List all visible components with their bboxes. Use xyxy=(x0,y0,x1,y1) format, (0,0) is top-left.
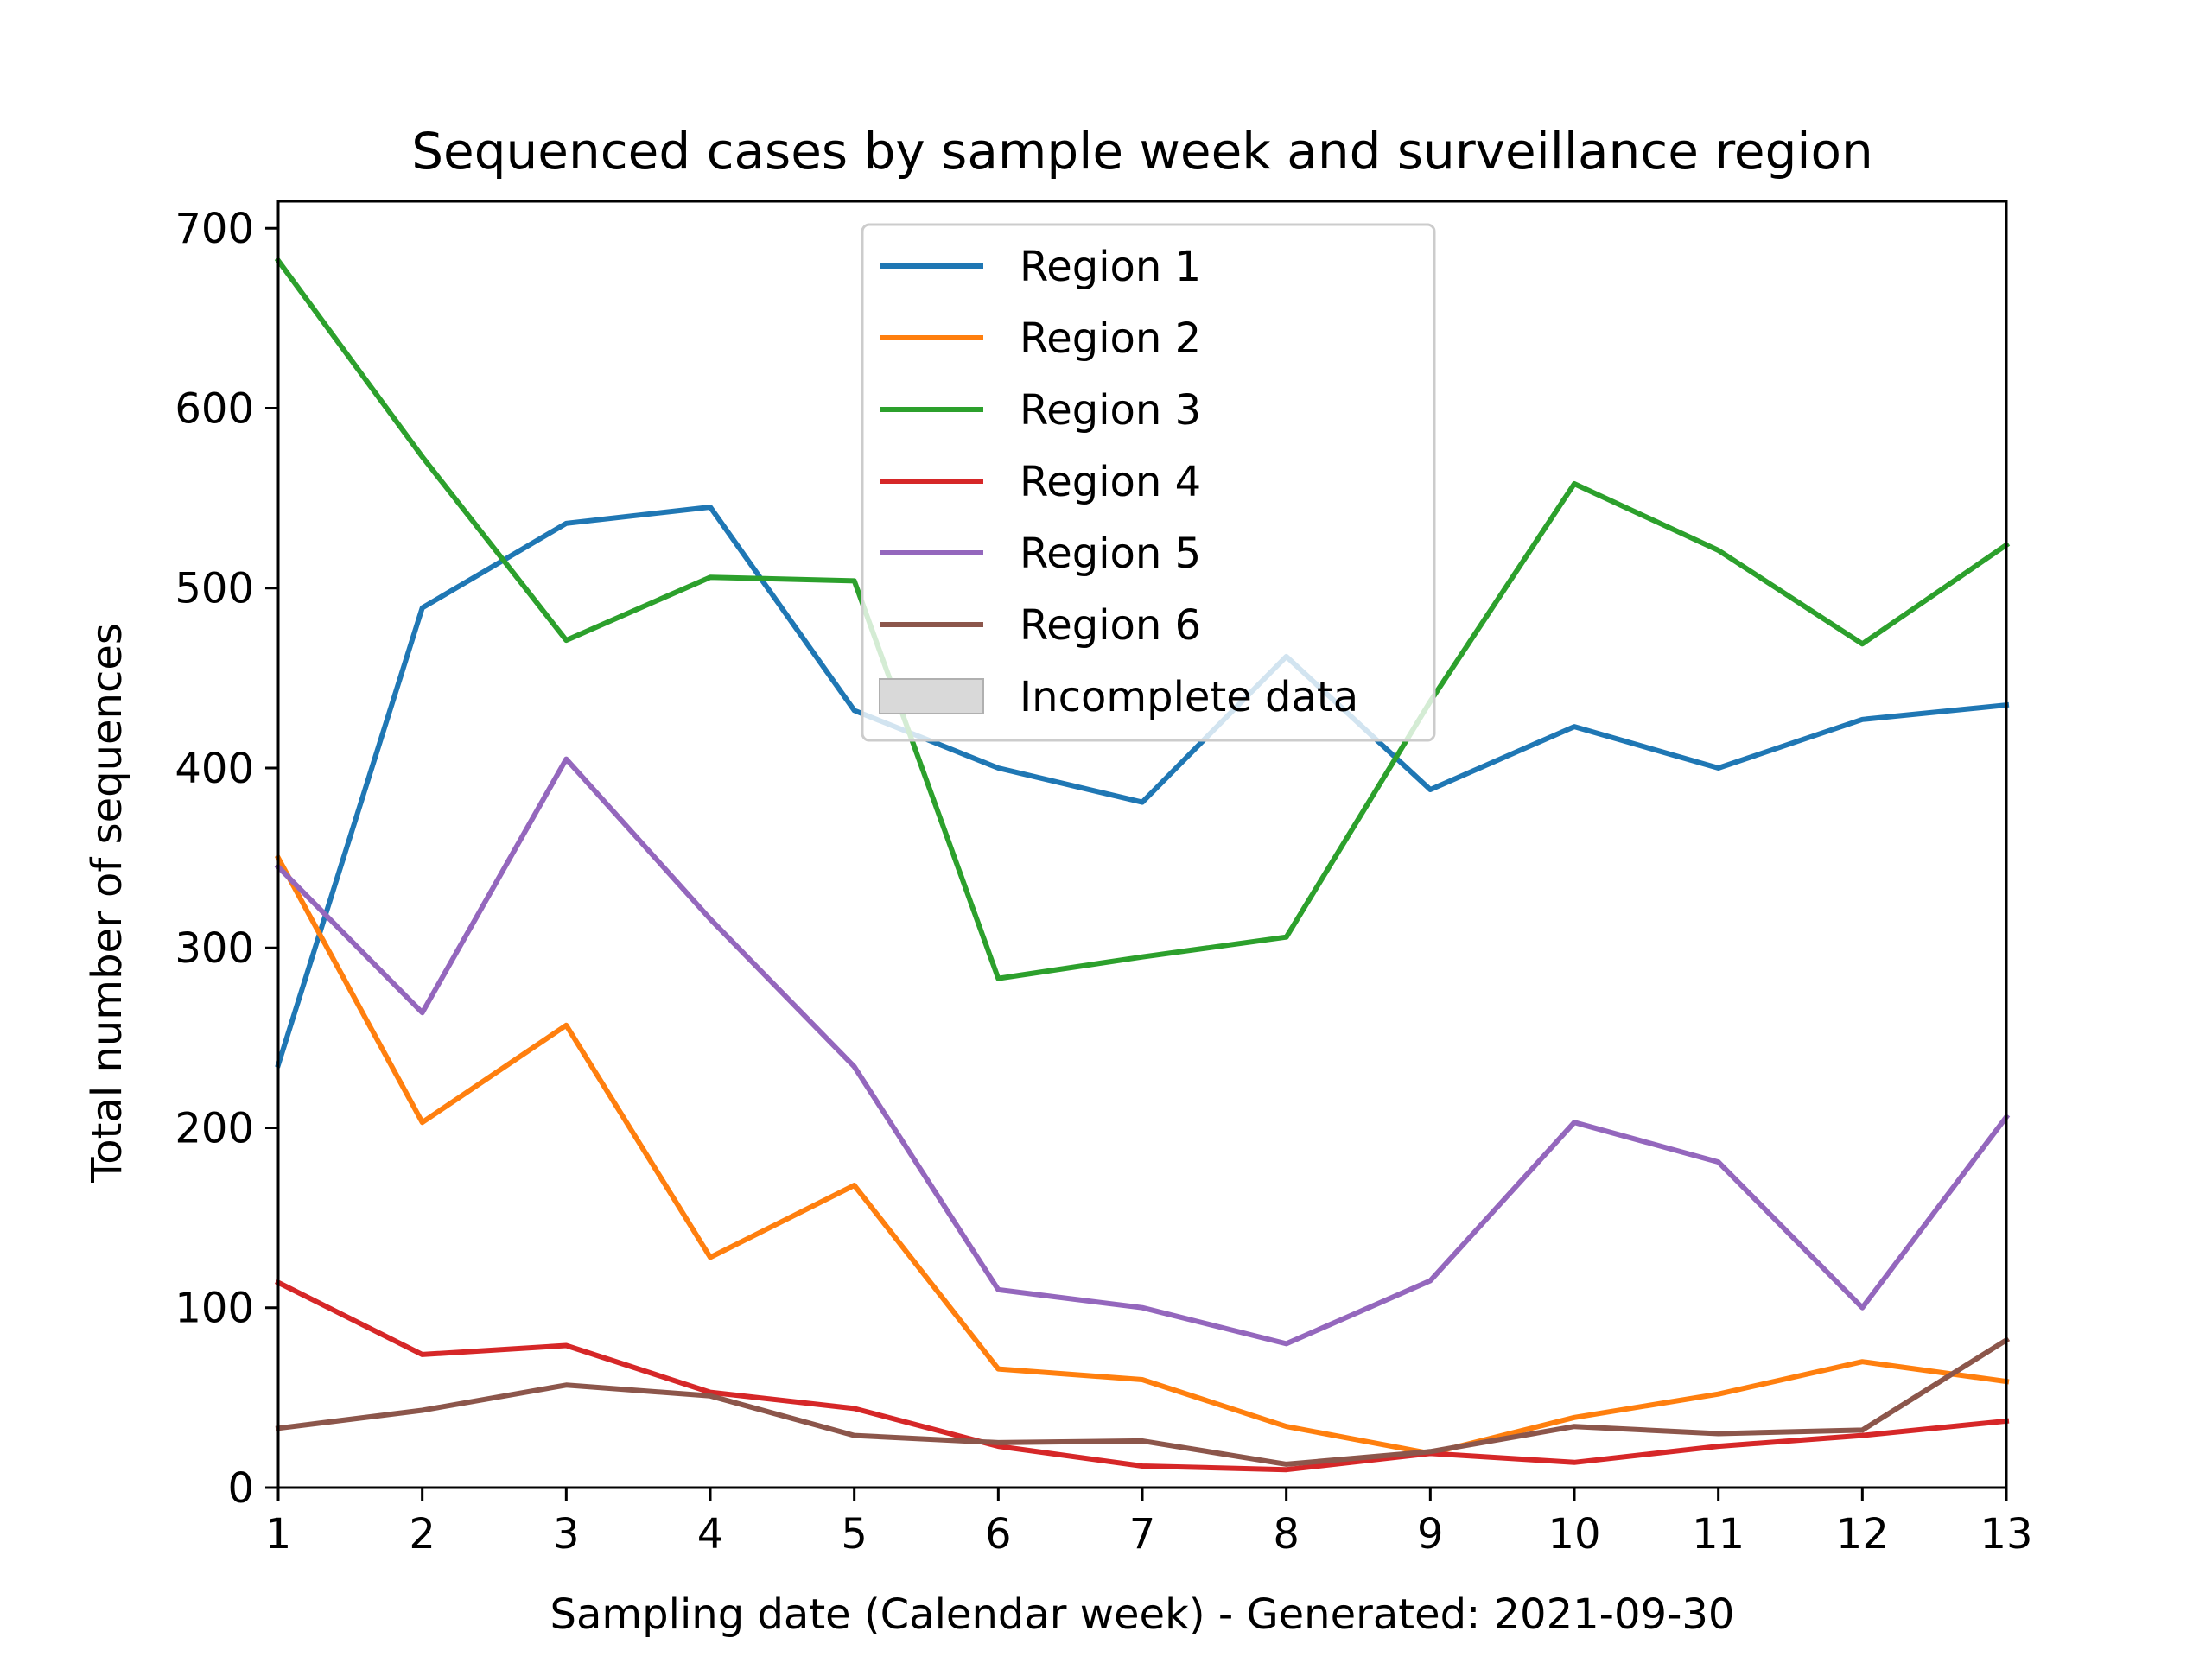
y-axis: 0 100 200 300 400 500 600 700 xyxy=(175,205,278,1513)
legend-label-region-3: Region 3 xyxy=(1020,386,1201,435)
x-tick-label: 1 xyxy=(265,1510,292,1558)
y-tick-label: 700 xyxy=(175,205,254,253)
legend-label-region-1: Region 1 xyxy=(1020,243,1201,291)
y-tick-label: 0 xyxy=(227,1464,254,1513)
x-tick-label: 4 xyxy=(697,1510,724,1558)
x-tick-label: 5 xyxy=(841,1510,868,1558)
x-tick-label: 6 xyxy=(985,1510,1012,1558)
series-line-region-1 xyxy=(275,505,2010,1069)
legend-label-incomplete-data: Incomplete data xyxy=(1020,673,1358,721)
y-tick-label: 100 xyxy=(175,1285,254,1333)
series-line-region-4 xyxy=(274,1279,2010,1473)
x-tick-label: 11 xyxy=(1692,1510,1745,1558)
series-line-region-5 xyxy=(274,756,2011,1347)
series-line-region-3 xyxy=(274,257,2011,981)
legend-label-region-4: Region 4 xyxy=(1020,458,1201,506)
y-tick-label: 200 xyxy=(175,1104,254,1152)
y-tick-label: 400 xyxy=(175,745,254,793)
legend: Region 1 Region 2 Region 3 Region 4 Region 5… xyxy=(861,223,1436,742)
series-line-region-2 xyxy=(274,854,2010,1457)
x-axis-label: Sampling date (Calendar week) - Generate… xyxy=(550,1590,1735,1639)
x-tick-label: 12 xyxy=(1836,1510,1889,1558)
series-line-region-6 xyxy=(275,1336,2011,1467)
y-tick-label: 500 xyxy=(175,565,254,613)
legend-label-region-6: Region 6 xyxy=(1020,601,1201,650)
x-axis: 1 2 3 4 5 6 7 8 9 10 11 12 13 xyxy=(265,1488,2033,1558)
x-tick-label: 13 xyxy=(1980,1510,2032,1558)
plot-area xyxy=(274,200,2011,1489)
x-tick-label: 8 xyxy=(1273,1510,1300,1558)
x-tick-label: 3 xyxy=(553,1510,580,1558)
legend-label-region-2: Region 2 xyxy=(1020,314,1201,363)
x-tick-label: 10 xyxy=(1548,1510,1600,1558)
x-tick-label: 9 xyxy=(1417,1510,1444,1558)
chart-title: Sequenced cases by sample week and surve… xyxy=(411,122,1873,181)
x-tick-label: 2 xyxy=(409,1510,435,1558)
y-axis-label: Total number of sequences xyxy=(83,623,131,1184)
y-tick-label: 300 xyxy=(175,924,254,973)
y-tick-label: 600 xyxy=(175,384,254,433)
legend-box xyxy=(861,223,1436,742)
legend-swatch-incomplete-data xyxy=(879,678,984,714)
x-tick-label: 7 xyxy=(1129,1510,1156,1558)
legend-label-region-5: Region 5 xyxy=(1020,530,1201,578)
